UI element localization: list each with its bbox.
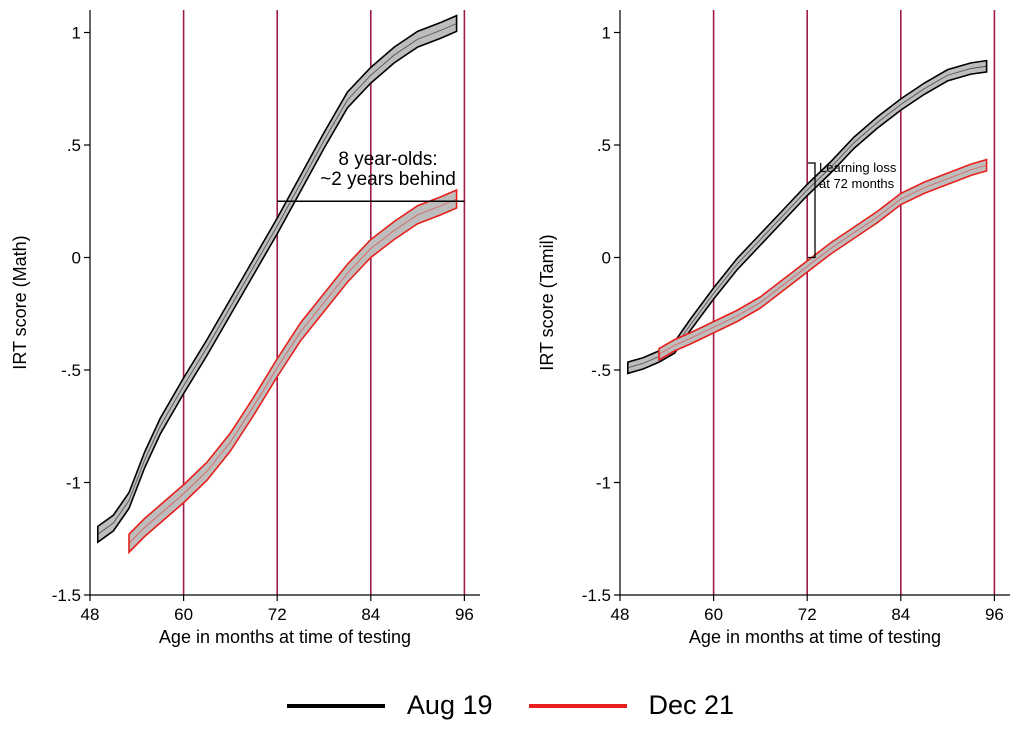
- x-tick-label: 96: [985, 605, 1004, 624]
- y-tick-label: 1: [602, 24, 611, 43]
- series-line-dec21: [128, 198, 457, 544]
- y-tick-label: .5: [597, 136, 611, 155]
- y-tick-label: .5: [67, 136, 81, 155]
- annotation-text: at 72 months: [819, 176, 895, 191]
- y-tick-label: -.5: [591, 361, 611, 380]
- confidence-band-dec21: [658, 158, 988, 362]
- x-tick-label: 72: [268, 605, 287, 624]
- annotation-bracket: [808, 162, 816, 259]
- y-tick-label: -1: [66, 474, 81, 493]
- legend-swatch-dec21: [528, 703, 627, 708]
- legend-label-aug19: Aug 19: [406, 690, 493, 720]
- annotation-text: Learning loss: [819, 160, 897, 175]
- x-tick-label: 60: [174, 605, 193, 624]
- y-tick-label: -1.5: [52, 586, 81, 605]
- legend-item-aug19: Aug 19: [286, 690, 493, 721]
- confidence-band-dec21: [128, 188, 458, 555]
- y-tick-label: -.5: [61, 361, 81, 380]
- x-tick-label: 48: [81, 605, 100, 624]
- y-tick-label: -1: [596, 474, 611, 493]
- annotation-text: 8 year-olds:: [338, 149, 437, 170]
- x-axis-label: Age in months at time of testing: [689, 627, 941, 647]
- y-axis-label: IRT score (Math): [10, 235, 30, 369]
- y-axis-label: IRT score (Tamil): [537, 234, 557, 370]
- legend-label-dec21: Dec 21: [648, 690, 735, 720]
- x-tick-label: 96: [455, 605, 474, 624]
- y-tick-label: 0: [72, 249, 81, 268]
- y-tick-label: 0: [602, 249, 611, 268]
- x-tick-label: 84: [891, 605, 910, 624]
- y-tick-label: 1: [72, 24, 81, 43]
- legend: Aug 19 Dec 21: [0, 690, 1021, 721]
- legend-swatch-aug19: [286, 703, 385, 708]
- series-line-dec21: [658, 164, 987, 355]
- series-line-aug19: [97, 23, 457, 535]
- annotation-text: ~2 years behind: [320, 169, 456, 190]
- x-axis-label: Age in months at time of testing: [159, 627, 411, 647]
- x-tick-label: 60: [704, 605, 723, 624]
- x-tick-label: 84: [361, 605, 380, 624]
- confidence-band-aug19: [626, 59, 988, 375]
- legend-item-dec21: Dec 21: [528, 690, 735, 721]
- x-tick-label: 72: [798, 605, 817, 624]
- y-tick-label: -1.5: [582, 586, 611, 605]
- x-tick-label: 48: [611, 605, 630, 624]
